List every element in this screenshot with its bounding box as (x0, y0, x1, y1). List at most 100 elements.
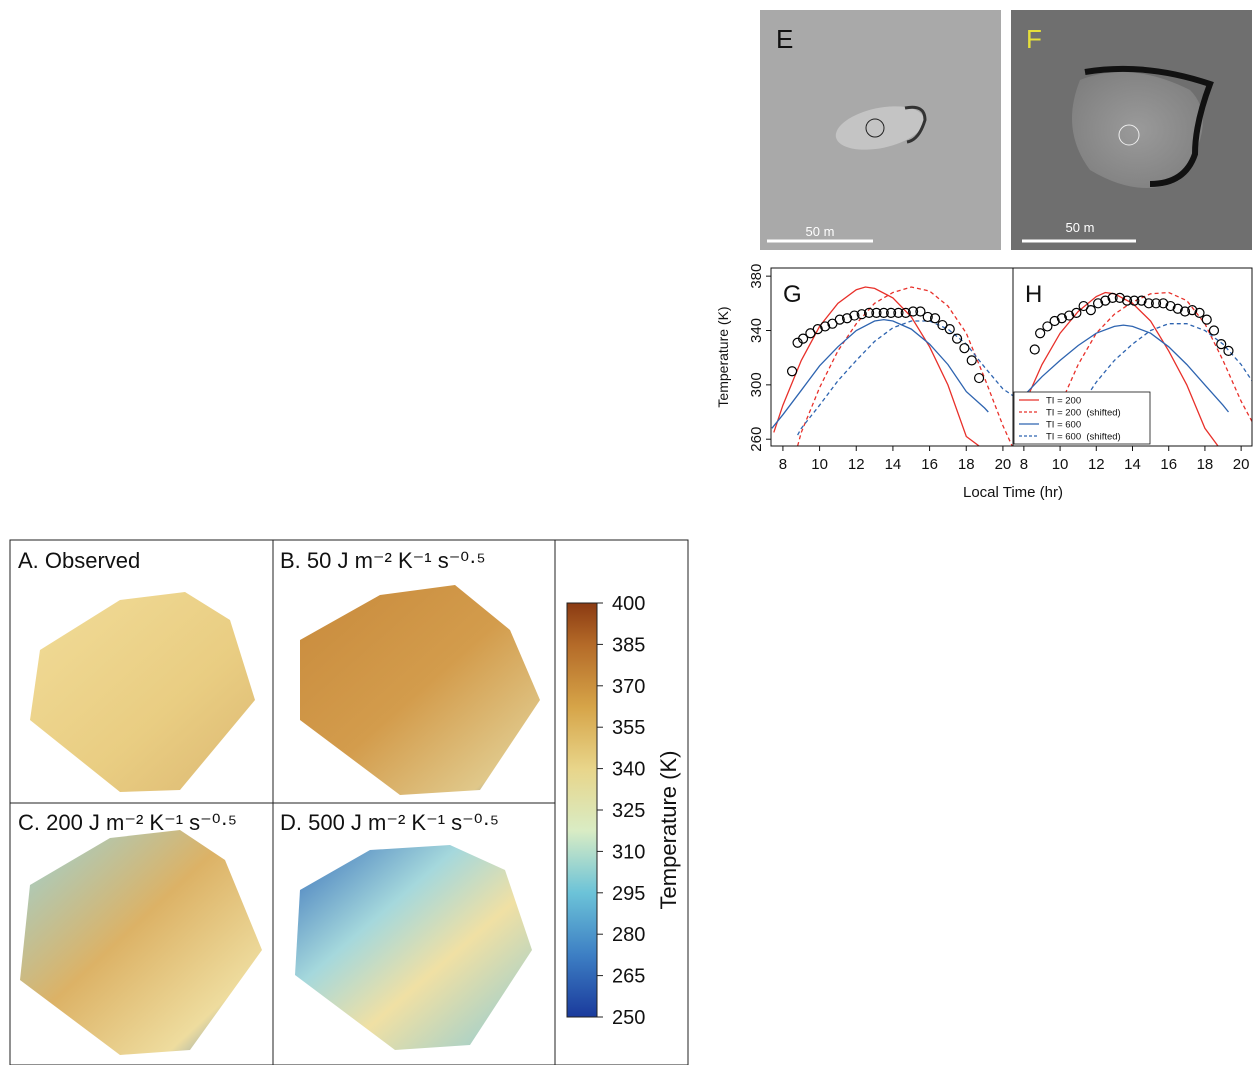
panel-label: H (1025, 281, 1042, 308)
colorbar-tick-label: 280 (612, 924, 645, 946)
data-point (1201, 314, 1212, 325)
y-tick-label: 260 (748, 427, 765, 452)
data-point (1136, 295, 1147, 306)
data-point (966, 355, 977, 366)
data-point (856, 309, 867, 320)
map-title: A. Observed (18, 548, 140, 573)
x-tick-label: 18 (1197, 456, 1214, 473)
x-tick-label: 16 (921, 456, 938, 473)
colorbar-tick-label: 385 (612, 634, 645, 656)
legend-label: TI = 200 (1046, 396, 1081, 407)
line (797, 320, 1013, 436)
colorbar-tick-label: 265 (612, 966, 645, 988)
x-tick-label: 8 (1020, 456, 1028, 473)
colorbar-tick-label: 370 (612, 676, 645, 698)
x-tick-label: 12 (848, 456, 865, 473)
x-axis-label: Local Time (hr) (963, 484, 1063, 501)
line (773, 286, 981, 446)
data-point (1107, 292, 1118, 303)
data-point (1216, 338, 1227, 350)
data-point (944, 324, 955, 335)
legend-label: TI = 200 (shifted) (1046, 408, 1121, 419)
panel-label: G (783, 281, 802, 308)
data-point (1042, 321, 1053, 332)
y-tick-label: 340 (748, 318, 765, 343)
x-tick-label: 10 (811, 456, 828, 473)
map-title: B. 50 J m⁻² K⁻¹ s⁻⁰·⁵ (280, 548, 486, 573)
scale-bar-label: 50 m (1066, 220, 1095, 235)
colorbar-tick-label: 325 (612, 800, 645, 822)
map-d (295, 845, 532, 1050)
photo-e: E 50 m (760, 10, 1001, 250)
colorbar-tick-label: 400 (612, 593, 645, 615)
legend-label: TI = 600 (1046, 420, 1081, 431)
line (1019, 324, 1230, 413)
data-point (1172, 303, 1183, 314)
plot-area (1019, 291, 1252, 446)
colorbar-tick-label: 295 (612, 883, 645, 905)
data-point (786, 366, 798, 377)
data-point (819, 321, 831, 332)
data-point (1208, 325, 1220, 336)
data-point (1049, 315, 1060, 327)
y-axis-label: Temperature (K) (715, 306, 731, 407)
colorbar-label: Temperature (K) (656, 751, 681, 910)
map-title: C. 200 J m⁻² K⁻¹ s⁻⁰·⁵ (18, 810, 237, 835)
colorbar (566, 602, 598, 1018)
data-point (1100, 295, 1111, 306)
data-point (1223, 345, 1234, 356)
data-point (1085, 305, 1096, 316)
map-b (300, 585, 540, 795)
data-point (1179, 306, 1191, 317)
data-point (1187, 305, 1198, 316)
data-point (1092, 298, 1104, 309)
x-tick-label: 12 (1088, 456, 1105, 473)
map-a (30, 592, 255, 792)
data-point (1029, 344, 1040, 355)
line-charts: G 8 10 12 14 16 18 20 260 300 340 380 Temperature (K… (715, 264, 1253, 501)
y-tick-label: 380 (748, 264, 765, 289)
data-point (797, 333, 809, 344)
data-point (812, 324, 823, 335)
colorbar-ticks: 250 265 280 295 310 325 340 355 370 385 400 (597, 593, 645, 1029)
scale-bar-label: 50 m (806, 224, 835, 239)
data-point (1150, 298, 1162, 309)
data-point (878, 307, 889, 318)
data-point (1114, 292, 1125, 303)
x-tick-label: 8 (779, 456, 787, 473)
data-point (871, 307, 882, 318)
colorbar-tick-label: 310 (612, 841, 645, 863)
data-point (929, 313, 941, 324)
x-tick-label: 20 (995, 456, 1012, 473)
map-figure: A. Observed B. 50 J m⁻² K⁻¹ s⁻⁰·⁵ C. 200… (9, 539, 689, 1066)
colorbar-tick-label: 355 (612, 717, 645, 739)
legend-box (1013, 391, 1151, 445)
map-title: D. 500 J m⁻² K⁻¹ s⁻⁰·⁵ (280, 810, 499, 835)
data-point (915, 306, 926, 317)
data-point (1165, 300, 1176, 312)
data-point (1143, 298, 1154, 309)
panel-label: F (1026, 24, 1042, 54)
y-tick-label: 300 (748, 372, 765, 397)
data-point (834, 314, 845, 325)
x-tick-label: 20 (1233, 456, 1250, 473)
data-point (1158, 298, 1169, 309)
data-point (900, 307, 911, 318)
data-point (1129, 295, 1140, 306)
data-point (1064, 310, 1075, 321)
panel-label: E (776, 24, 793, 54)
data-point (885, 307, 897, 318)
legend-label: TI = 600 (shifted) (1046, 432, 1121, 443)
data-point (907, 306, 919, 317)
colorbar-tick-label: 250 (612, 1007, 645, 1029)
data-point (1035, 328, 1046, 339)
x-tick-label: 16 (1160, 456, 1177, 473)
x-tick-label: 14 (885, 456, 902, 473)
photo-f: F 50 m (1011, 10, 1252, 250)
map-c (20, 830, 262, 1055)
line (771, 318, 989, 429)
colorbar-tick-label: 340 (612, 759, 645, 781)
data-point (863, 307, 875, 318)
line (1050, 291, 1252, 426)
